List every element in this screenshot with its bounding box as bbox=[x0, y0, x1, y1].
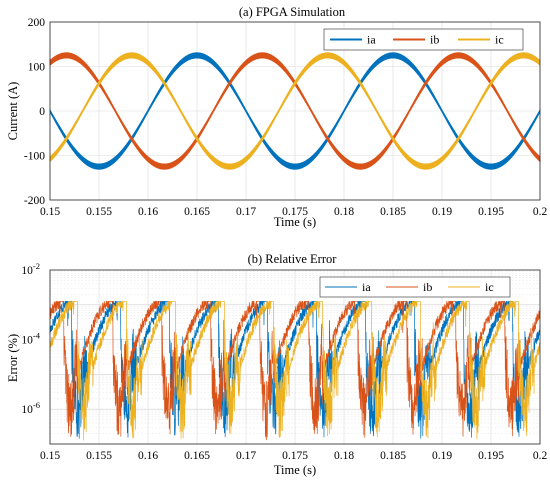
x-tick-label: 0.15 bbox=[40, 450, 60, 462]
x-tick-label: 0.195 bbox=[478, 206, 504, 218]
x-tick-label: 0.15 bbox=[40, 206, 60, 218]
x-tick-label: 0.165 bbox=[184, 450, 210, 462]
y-axis-label: Current (A) bbox=[6, 82, 20, 141]
x-tick-label: 0.185 bbox=[380, 206, 406, 218]
series-ib bbox=[49, 300, 541, 441]
x-tick-label: 0.175 bbox=[282, 206, 308, 218]
x-axis-label: Time (s) bbox=[274, 463, 316, 477]
x-tick-label: 0.2 bbox=[533, 450, 548, 462]
y-tick-labels: 200 100 0 -100 -200 bbox=[24, 17, 45, 207]
x-tick-label: 0.165 bbox=[184, 206, 210, 218]
legend-label-ib: ib bbox=[423, 280, 432, 294]
x-tick-label: 0.16 bbox=[138, 206, 158, 218]
x-tick-labels: 0.15 0.155 0.16 0.165 0.17 0.175 0.18 0.185 0.19… bbox=[40, 450, 548, 462]
legend-label-ia: ia bbox=[362, 280, 371, 294]
legend-label-ic: ic bbox=[495, 33, 504, 47]
panel-current: (a) FPGA Simulation 0.15 0.155 0.16 0.165 0.… bbox=[6, 5, 547, 229]
x-tick-label: 0.2 bbox=[533, 206, 548, 218]
x-tick-label: 0.155 bbox=[86, 450, 112, 462]
y-tick-label: 200 bbox=[28, 17, 46, 29]
legend: ia ib ic bbox=[319, 276, 511, 298]
y-tick-label: 10-2 bbox=[21, 261, 40, 277]
x-tick-label: 0.185 bbox=[380, 450, 406, 462]
series-ic bbox=[49, 300, 541, 441]
x-tick-label: 0.155 bbox=[86, 206, 112, 218]
x-tick-label: 0.18 bbox=[334, 206, 354, 218]
x-tick-label: 0.18 bbox=[334, 450, 354, 462]
y-tick-labels: 10-2 10-4 10-6 bbox=[21, 261, 40, 416]
x-tick-label: 0.17 bbox=[236, 206, 256, 218]
chart-title: (a) FPGA Simulation bbox=[239, 5, 346, 19]
legend: ia ib ic bbox=[323, 28, 524, 51]
y-tick-label: 10-4 bbox=[21, 331, 40, 347]
legend-label-ic: ic bbox=[485, 280, 494, 294]
y-tick-label: -200 bbox=[24, 195, 45, 207]
y-tick-label: 100 bbox=[28, 62, 46, 74]
x-tick-label: 0.17 bbox=[236, 450, 256, 462]
x-tick-label: 0.175 bbox=[282, 450, 308, 462]
chart-title: (b) Relative Error bbox=[248, 252, 338, 266]
y-tick-label: 0 bbox=[39, 106, 45, 118]
x-tick-label: 0.19 bbox=[432, 206, 452, 218]
y-tick-label: 10-6 bbox=[21, 400, 40, 416]
y-axis-label: Error (%) bbox=[6, 334, 20, 382]
x-tick-label: 0.19 bbox=[432, 450, 452, 462]
legend-label-ib: ib bbox=[430, 33, 439, 47]
series-group bbox=[49, 300, 541, 441]
x-tick-label: 0.195 bbox=[478, 450, 504, 462]
x-tick-labels: 0.15 0.155 0.16 0.165 0.17 0.175 0.18 0.185 0.19… bbox=[40, 206, 548, 218]
x-tick-label: 0.16 bbox=[138, 450, 158, 462]
axes-box bbox=[49, 21, 541, 201]
legend-label-ia: ia bbox=[367, 33, 376, 47]
panel-error: (b) Relative Error 0.15 0.155 0.16 0.165 0.1… bbox=[6, 252, 547, 477]
x-axis-label: Time (s) bbox=[274, 215, 316, 229]
axes-box bbox=[49, 269, 541, 445]
y-tick-label: -100 bbox=[24, 151, 45, 163]
